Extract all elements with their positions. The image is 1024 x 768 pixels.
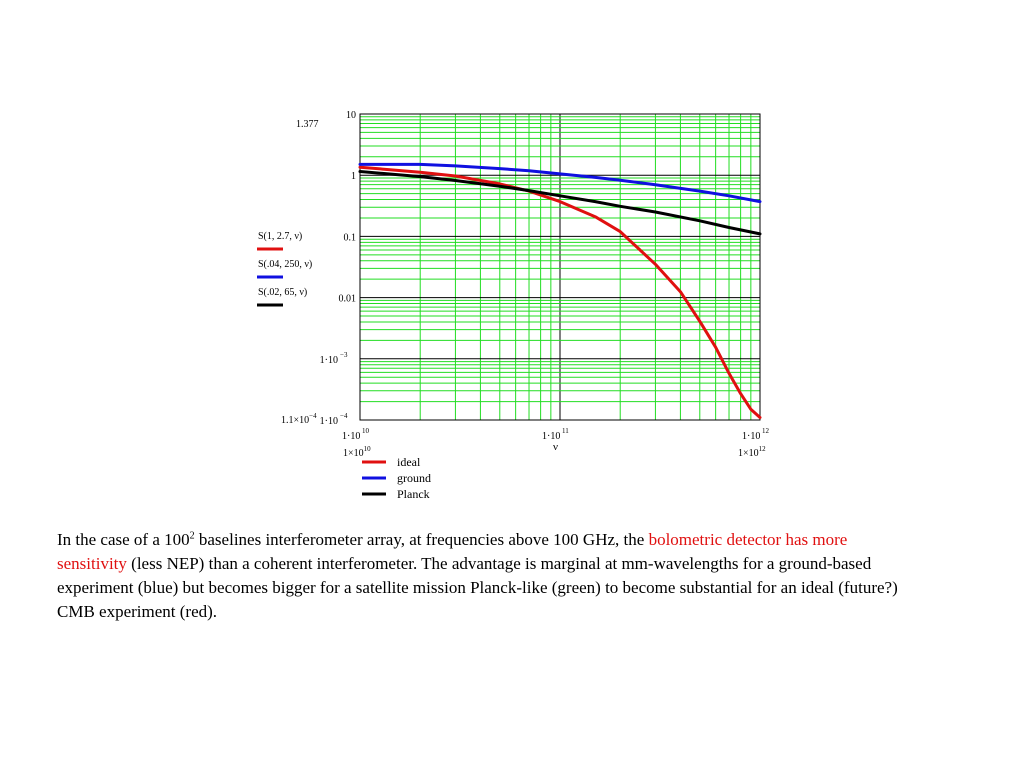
plot-curves: [358, 162, 762, 419]
caption-text-1: In the case of a 100: [57, 530, 190, 549]
xmin-readout: 1×1010: [343, 445, 371, 459]
expression-label: S(.04, 250, ν): [258, 259, 312, 270]
caption-paragraph: In the case of a 1002 baselines interfer…: [57, 528, 907, 624]
x-tick-exponent: 11: [562, 427, 569, 435]
y-tick-exponent: −4: [340, 412, 348, 420]
xmax-readout: 1×1012: [738, 445, 766, 459]
legend-label: Planck: [397, 487, 430, 501]
ymin-readout-base: 1.1×10: [281, 415, 309, 426]
y-tick-label: 0.01: [339, 294, 357, 305]
x-tick-label: 1·10: [542, 431, 560, 442]
series-line-planck: [358, 170, 762, 236]
x-tick-label: 1·10: [342, 431, 360, 442]
expression-label: S(.02, 65, ν): [258, 287, 307, 298]
legend-label: ground: [397, 471, 431, 485]
series-line-ideal: [358, 165, 762, 419]
ymin-readout: 1.1×10−4: [281, 412, 317, 426]
caption-superscript: 2: [189, 530, 195, 542]
x-tick-exponent: 10: [362, 427, 370, 435]
series-legend: ideal ground Planck: [362, 455, 431, 501]
plot-frame: [359, 113, 761, 421]
y-tick-label: 1·10: [320, 416, 338, 427]
y-tick-labels: 1010.10.011·10 −31·10 −4: [320, 110, 356, 427]
sensitivity-chart: 1010.10.011·10 −31·10 −4 1·10 10 1·10 11 1·10 1…: [257, 110, 770, 501]
caption-text-3: (less NEP) than a coherent interferomete…: [57, 554, 898, 621]
x-tick-labels: 1·10 10 1·10 11 1·10 12: [342, 427, 770, 442]
plot-grid: [360, 114, 760, 420]
y-tick-label: 0.1: [344, 232, 357, 243]
xmin-readout-exp: 10: [364, 445, 372, 453]
legend-label: ideal: [397, 455, 421, 469]
expression-label: S(1, 2.7, ν): [258, 231, 302, 242]
y-tick-label: 10: [346, 110, 356, 121]
y-tick-label: 1·10: [320, 355, 338, 366]
x-tick-exponent: 12: [762, 427, 770, 435]
caption-highlight: bolometric detector has more sensitivity: [57, 530, 848, 573]
x-tick-label: 1·10: [742, 431, 760, 442]
xmin-readout-base: 1×10: [343, 448, 364, 459]
x-axis-label: ν: [553, 441, 558, 453]
xmax-readout-exp: 12: [759, 445, 767, 453]
ymin-readout-exp: −4: [309, 412, 317, 420]
expression-legend: S(1, 2.7, ν) S(.04, 250, ν) S(.02, 65, ν): [257, 231, 312, 307]
y-tick-exponent: −3: [340, 351, 348, 359]
xmax-readout-base: 1×10: [738, 448, 759, 459]
ymax-readout: 1.377: [296, 119, 319, 130]
series-line-ground: [358, 162, 762, 204]
caption-text-2: baselines interferometer array, at frequ…: [194, 530, 649, 549]
y-tick-label: 1: [351, 171, 356, 182]
